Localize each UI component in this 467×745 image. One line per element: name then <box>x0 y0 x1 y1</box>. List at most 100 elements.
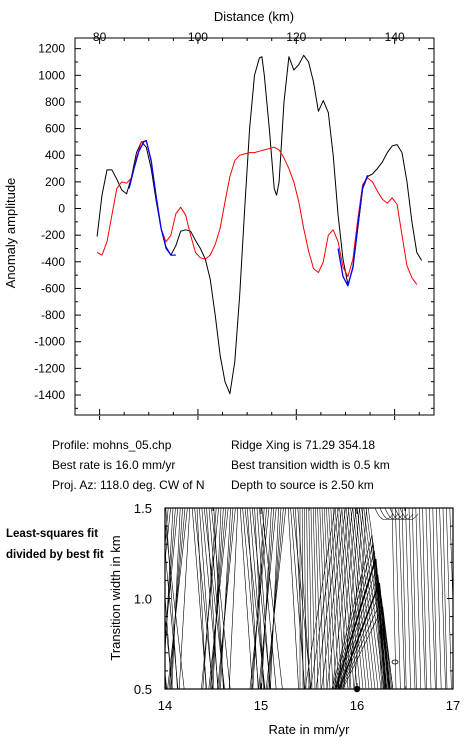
contour-line-123 <box>341 597 392 689</box>
contour-line-126 <box>395 508 401 689</box>
contour-line-122 <box>340 590 391 689</box>
misfit-y-tick-label: 1.0 <box>134 592 152 607</box>
source-depth: Depth to source is 2.50 km <box>231 478 374 492</box>
contour-line-85 <box>326 508 337 689</box>
profile-y-tick-label: -1000 <box>34 335 65 349</box>
profile-y-tick-label: -1200 <box>34 361 65 375</box>
observed-profile-line-0 <box>96 54 423 395</box>
contour-line-110 <box>332 508 353 689</box>
contour-line-132 <box>415 508 422 689</box>
profile-x-tick-label: 80 <box>93 30 107 44</box>
contour-line-121 <box>338 582 390 689</box>
contour-line-118 <box>334 558 387 689</box>
best-rate: Best rate is 16.0 mm/yr <box>52 458 176 472</box>
best-fit-marker <box>353 685 361 693</box>
contour-line-129 <box>405 508 411 689</box>
contour-line-134 <box>422 508 427 689</box>
anomaly-profile-chart: 80 100 120 140 -1400 -1200 -1000 -800 -600 -400 -2… <box>3 9 435 420</box>
profile-plot-frame <box>74 37 435 416</box>
contour-line-105 <box>304 508 336 689</box>
contour-line-13 <box>165 671 166 689</box>
contour-line-133 <box>418 508 426 689</box>
misfit-x-axis-label: Rate in mm/yr <box>269 722 351 737</box>
profile-y-tick-label: 200 <box>45 175 65 189</box>
misfit-y-tick-label: 0.5 <box>134 682 152 697</box>
contour-line-40 <box>212 508 222 689</box>
contour-line-124 <box>342 605 394 689</box>
profile-name: Profile: mohns_05.chp <box>52 438 172 452</box>
model-profile-line-1 <box>96 140 418 285</box>
contour-line-45 <box>218 508 234 689</box>
contour-line-43 <box>208 508 229 689</box>
contour-line-137 <box>432 508 438 689</box>
contour-line-138 <box>435 508 442 689</box>
projection-azimuth: Proj. Az: 118.0 deg. CW of N <box>52 478 205 492</box>
profile-y-tick-label: 400 <box>45 148 65 162</box>
contour-line-68 <box>287 508 299 689</box>
profile-y-tick-label: -600 <box>41 281 65 295</box>
contour-note: Least-squares fit divided by best fit <box>6 528 104 561</box>
contour-line-97 <box>352 508 373 689</box>
contour-line-136 <box>429 508 436 689</box>
contour-line-11 <box>165 670 167 689</box>
contour-line-65 <box>268 508 282 689</box>
contour-line-116 <box>332 542 384 689</box>
local-minimum-marker <box>391 659 399 665</box>
contour-line-3 <box>122 508 132 689</box>
misfit-x-tick-label: 17 <box>446 698 460 713</box>
profile-tick-labels: 80 100 120 140 -1400 -1200 -1000 -800 -600 -400 -2… <box>34 30 405 402</box>
contour-line-148 <box>399 508 419 520</box>
contour-line-120 <box>337 574 389 689</box>
ridge-crossing: Ridge Xing is 71.29 354.18 <box>231 438 376 452</box>
contour-line-100 <box>359 508 382 689</box>
contour-line-36 <box>211 508 231 689</box>
profile-x-tick-label: 100 <box>188 30 208 44</box>
contour-line-76 <box>306 508 310 689</box>
profile-y-tick-label: 800 <box>45 95 65 109</box>
contour-line-75 <box>304 508 307 689</box>
contour-line-26 <box>167 508 188 689</box>
contour-line-57 <box>261 508 283 689</box>
contour-line-83 <box>321 508 331 689</box>
contour-line-44 <box>220 508 231 689</box>
contour-line-81 <box>317 508 325 689</box>
contour-line-19 <box>165 508 171 564</box>
contour-line-96 <box>350 508 370 689</box>
contour-line-59 <box>251 508 267 689</box>
misfit-contour-lines <box>122 508 453 689</box>
contour-line-86 <box>328 508 340 689</box>
profile-x-axis-label: Distance (km) <box>214 9 294 24</box>
profile-y-axis-label: Anomaly amplitude <box>3 178 18 289</box>
contour-line-131 <box>412 508 417 689</box>
contour-line-51 <box>247 508 259 689</box>
misfit-y-axis-label: Transition width in km <box>108 535 123 660</box>
contour-line-41 <box>211 508 224 689</box>
contour-line-31 <box>199 508 213 689</box>
profile-y-tick-label: -800 <box>41 308 65 322</box>
contour-line-112 <box>343 508 360 689</box>
profile-y-tick-label: -400 <box>41 255 65 269</box>
contour-line-25 <box>168 508 186 689</box>
contour-line-84 <box>323 508 334 689</box>
misfit-y-tick-label: 1.5 <box>134 501 152 516</box>
profile-y-tick-label: -200 <box>41 228 65 242</box>
contour-line-144 <box>379 508 399 520</box>
contour-line-117 <box>334 550 385 689</box>
contour-line-82 <box>319 508 328 689</box>
contour-line-62 <box>259 508 275 689</box>
contour-line-109 <box>326 508 350 689</box>
contour-line-139 <box>439 508 446 689</box>
contour-line-108 <box>321 508 346 689</box>
contour-line-107 <box>315 508 343 689</box>
fit-segment-line-2 <box>128 139 176 256</box>
contour-line-87 <box>330 508 343 689</box>
contour-line-106 <box>310 508 339 689</box>
contour-line-61 <box>261 508 272 689</box>
fit-segment-line-3 <box>337 174 369 287</box>
contour-line-66 <box>267 508 284 689</box>
profile-y-tick-label: 600 <box>45 122 65 136</box>
profile-tick-marks <box>75 38 434 420</box>
contour-line-58 <box>252 508 265 689</box>
misfit-contour-chart: 14 15 16 17 0.5 1.0 1.5 Rate in mm/yr Transiti… <box>108 501 460 737</box>
